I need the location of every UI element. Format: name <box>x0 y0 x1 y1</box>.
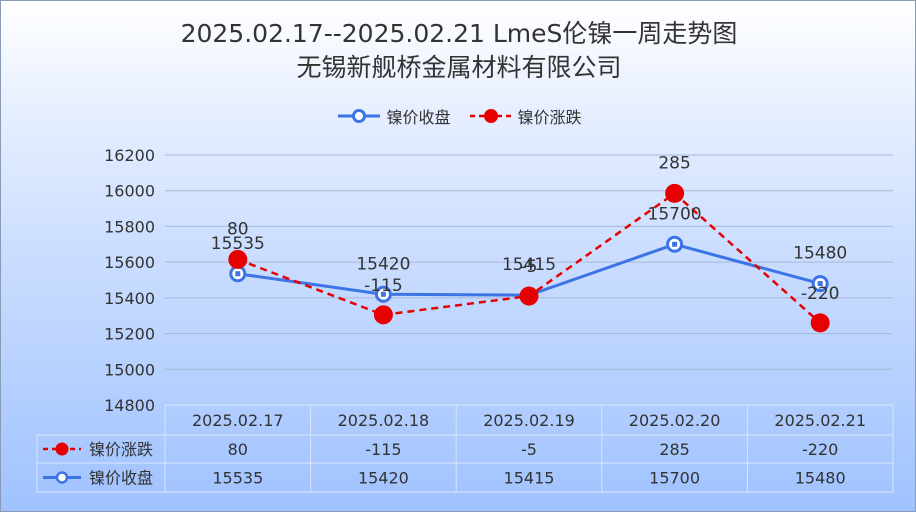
x-tick-label: 2025.02.18 <box>338 411 430 430</box>
chart-subtitle: 无锡新舰桥金属材料有限公司 <box>296 53 622 82</box>
table-cell: 80 <box>228 440 248 459</box>
chart-title: 2025.02.17--2025.02.21 LmeS伦镍一周走势图 <box>180 19 738 48</box>
table-cell: -220 <box>802 440 838 459</box>
legend-line-icon <box>338 109 381 123</box>
data-point-change <box>373 305 393 325</box>
x-tick-label: 2025.02.20 <box>629 411 721 430</box>
legend-dot-icon <box>469 109 512 123</box>
data-label-close: 15420 <box>356 254 410 274</box>
data-label-change: -115 <box>364 276 403 296</box>
data-label-change: 285 <box>658 153 690 173</box>
x-tick-label: 2025.02.21 <box>774 411 866 430</box>
y-tick-label: 15400 <box>104 289 155 308</box>
data-label-change: -220 <box>801 284 840 304</box>
data-point-close-center <box>380 291 386 297</box>
data-label-close: 15535 <box>211 234 265 254</box>
table-row-label: 镍价收盘 <box>89 469 153 488</box>
y-tick-label: 15800 <box>104 217 155 236</box>
chart-frame: 2025.02.17--2025.02.21 LmeS伦镍一周走势图 无锡新舰桥… <box>0 0 916 512</box>
y-tick-label: 15000 <box>104 360 155 379</box>
data-point-change <box>810 313 830 333</box>
data-label-close: 15700 <box>648 204 702 224</box>
table-cell: -5 <box>521 440 537 459</box>
x-tick-label: 2025.02.19 <box>483 411 575 430</box>
data-label-close: 15480 <box>793 244 847 264</box>
data-point-close-center <box>235 271 241 277</box>
y-tick-label: 16000 <box>104 182 155 201</box>
table-key-marker <box>55 442 69 456</box>
legend-label-close: 镍价收盘 <box>386 108 451 127</box>
data-label-close: 15415 <box>502 255 556 275</box>
legend-item-close[interactable]: 镍价收盘 <box>336 104 450 128</box>
data-label-change: 80 <box>227 219 249 239</box>
table-cell: -115 <box>365 440 401 459</box>
table-key-marker <box>55 471 69 484</box>
y-tick-label: 15600 <box>104 253 155 272</box>
data-point-close-center <box>817 281 823 287</box>
data-label-change: -5 <box>521 257 538 277</box>
table-cell: 15480 <box>795 469 846 488</box>
data-point-close-center <box>672 241 678 247</box>
x-tick-label: 2025.02.17 <box>192 411 284 430</box>
plot-area: 14800 15000 15200 15400 15600 15800 16000 16200… <box>36 146 894 493</box>
y-tick-label: 15200 <box>104 325 155 344</box>
data-point-change <box>665 183 685 203</box>
data-point-change <box>228 249 248 269</box>
table-cell: 15420 <box>358 469 409 488</box>
table-row-label: 镍价涨跌 <box>89 440 153 459</box>
table-cell: 285 <box>659 440 690 459</box>
table-cell: 15415 <box>504 469 555 488</box>
y-tick-label: 16200 <box>104 146 155 165</box>
legend-item-change[interactable]: 镍价涨跌 <box>468 104 582 128</box>
table-cell: 15700 <box>649 469 700 488</box>
table-cell: 15535 <box>212 469 263 488</box>
legend-label-change: 镍价涨跌 <box>517 108 582 127</box>
data-point-change <box>519 286 539 306</box>
chart-legend: 镍价收盘 镍价涨跌 <box>1 104 916 128</box>
y-tick-label: 14800 <box>104 396 155 415</box>
